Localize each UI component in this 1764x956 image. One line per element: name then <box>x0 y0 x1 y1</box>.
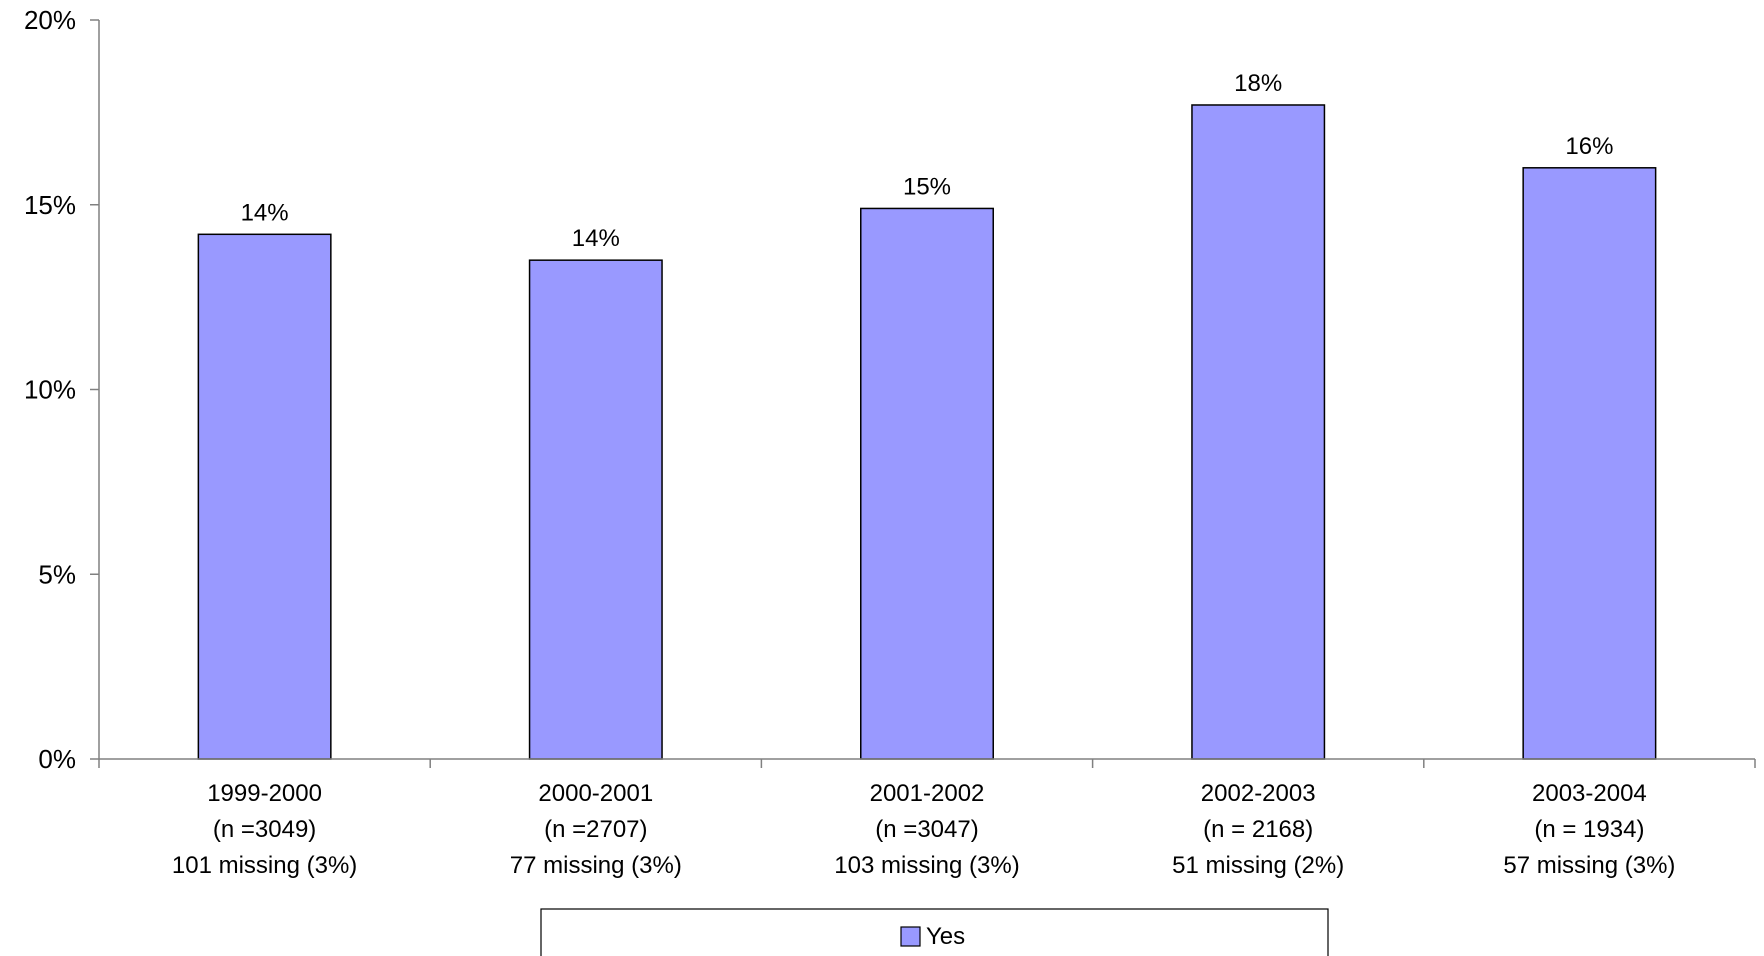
y-tick-label: 0% <box>38 744 76 774</box>
y-tick-label: 15% <box>24 190 76 220</box>
x-tick-label: (n =3047) <box>875 816 978 843</box>
x-tick-label: 101 missing (3%) <box>172 852 357 879</box>
y-tick-label: 20% <box>24 5 76 35</box>
y-axis: 0% 5% 10% 15% 20% <box>24 5 100 774</box>
x-tick-label: 57 missing (3%) <box>1503 852 1675 879</box>
x-tick-label: 2003-2004 <box>1532 780 1647 807</box>
x-tick-label: 77 missing (3%) <box>510 852 682 879</box>
bar <box>1522 167 1657 760</box>
bar <box>528 259 663 760</box>
x-tick-label: 51 missing (2%) <box>1172 852 1344 879</box>
x-tick-label: 1999-2000 <box>207 780 322 807</box>
data-label: 15% <box>903 173 951 200</box>
x-tick-label: (n =3049) <box>213 816 316 843</box>
bars <box>197 104 1657 760</box>
bar <box>860 207 994 760</box>
data-labels: 14% 14% 15% 18% 16% <box>241 70 1614 252</box>
data-label: 14% <box>241 199 289 226</box>
data-label: 14% <box>572 225 620 252</box>
data-label: 16% <box>1565 133 1613 160</box>
x-tick-label: 2001-2002 <box>870 780 985 807</box>
x-tick-label: (n = 2168) <box>1203 816 1313 843</box>
x-axis: 1999-2000 (n =3049) 101 missing (3%) 2000-2… <box>98 758 1756 879</box>
legend-swatch <box>900 926 921 947</box>
y-tick-label: 5% <box>38 559 76 589</box>
legend: Yes <box>540 908 1329 956</box>
x-tick-label: 2002-2003 <box>1201 780 1316 807</box>
bar <box>197 233 332 760</box>
data-label: 18% <box>1234 70 1282 97</box>
bar <box>1191 104 1326 760</box>
x-tick-label: 2000-2001 <box>538 780 653 807</box>
y-tick-label: 10% <box>24 375 76 405</box>
x-tick-label: (n = 1934) <box>1534 816 1644 843</box>
x-tick-label: (n =2707) <box>544 816 647 843</box>
legend-label: Yes <box>926 923 965 950</box>
legend-box <box>540 908 1329 956</box>
x-tick-label: 103 missing (3%) <box>834 852 1019 879</box>
